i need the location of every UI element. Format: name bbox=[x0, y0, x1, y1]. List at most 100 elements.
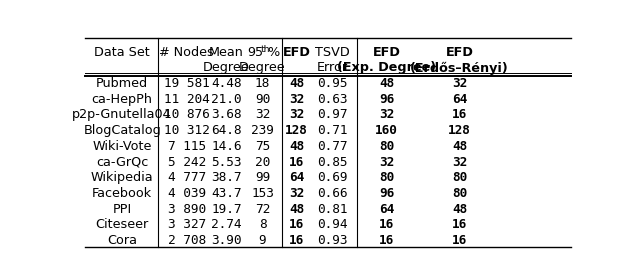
Text: 19 581: 19 581 bbox=[164, 77, 209, 90]
Text: (Exp. Degree): (Exp. Degree) bbox=[337, 61, 436, 74]
Text: 10 876: 10 876 bbox=[164, 108, 209, 121]
Text: 64: 64 bbox=[289, 171, 305, 184]
Text: 16: 16 bbox=[289, 218, 305, 231]
Text: 239: 239 bbox=[251, 124, 274, 137]
Text: # Nodes: # Nodes bbox=[159, 46, 214, 59]
Text: 90: 90 bbox=[255, 93, 270, 106]
Text: 32: 32 bbox=[289, 93, 305, 106]
Text: PPI: PPI bbox=[113, 203, 132, 216]
Text: 16: 16 bbox=[379, 218, 394, 231]
Text: 0.93: 0.93 bbox=[317, 234, 348, 247]
Text: 0.66: 0.66 bbox=[317, 187, 348, 200]
Text: 4 777: 4 777 bbox=[168, 171, 205, 184]
Text: Wiki-Vote: Wiki-Vote bbox=[92, 140, 152, 153]
Text: 0.69: 0.69 bbox=[317, 171, 348, 184]
Text: th: th bbox=[260, 45, 270, 54]
Text: 21.0: 21.0 bbox=[211, 93, 241, 106]
Text: Citeseer: Citeseer bbox=[95, 218, 148, 231]
Text: 96: 96 bbox=[379, 187, 394, 200]
Text: 4 039: 4 039 bbox=[168, 187, 205, 200]
Text: 18: 18 bbox=[255, 77, 270, 90]
Text: 0.97: 0.97 bbox=[317, 108, 348, 121]
Text: 0.71: 0.71 bbox=[317, 124, 348, 137]
Text: 72: 72 bbox=[255, 203, 270, 216]
Text: 80: 80 bbox=[379, 171, 394, 184]
Text: 3.68: 3.68 bbox=[211, 108, 241, 121]
Text: 32: 32 bbox=[289, 187, 305, 200]
Text: p2p-Gnutella04: p2p-Gnutella04 bbox=[72, 108, 172, 121]
Text: 160: 160 bbox=[375, 124, 398, 137]
Text: 16: 16 bbox=[379, 234, 394, 247]
Text: 5 242: 5 242 bbox=[168, 156, 205, 169]
Text: Error: Error bbox=[316, 61, 348, 74]
Text: 0.77: 0.77 bbox=[317, 140, 348, 153]
Text: 2 708: 2 708 bbox=[168, 234, 205, 247]
Text: 32: 32 bbox=[255, 108, 270, 121]
Text: 32: 32 bbox=[452, 156, 467, 169]
Text: 128: 128 bbox=[285, 124, 308, 137]
Text: 16: 16 bbox=[452, 234, 467, 247]
Text: 128: 128 bbox=[448, 124, 471, 137]
Text: 0.94: 0.94 bbox=[317, 218, 348, 231]
Text: 3.90: 3.90 bbox=[211, 234, 241, 247]
Text: Facebook: Facebook bbox=[92, 187, 152, 200]
Text: 3 327: 3 327 bbox=[168, 218, 205, 231]
Text: 99: 99 bbox=[255, 171, 270, 184]
Text: %: % bbox=[267, 46, 279, 59]
Text: Wikipedia: Wikipedia bbox=[91, 171, 154, 184]
Text: EFD: EFD bbox=[445, 46, 474, 59]
Text: 80: 80 bbox=[379, 140, 394, 153]
Text: 153: 153 bbox=[251, 187, 274, 200]
Text: 32: 32 bbox=[452, 77, 467, 90]
Text: ca-HepPh: ca-HepPh bbox=[92, 93, 153, 106]
Text: 64.8: 64.8 bbox=[211, 124, 241, 137]
Text: 7 115: 7 115 bbox=[168, 140, 205, 153]
Text: 10 312: 10 312 bbox=[164, 124, 209, 137]
Text: 48: 48 bbox=[452, 203, 467, 216]
Text: 48: 48 bbox=[289, 203, 305, 216]
Text: 16: 16 bbox=[289, 234, 305, 247]
Text: 95: 95 bbox=[248, 46, 264, 59]
Text: 5.53: 5.53 bbox=[211, 156, 241, 169]
Text: 48: 48 bbox=[452, 140, 467, 153]
Text: 2.74: 2.74 bbox=[211, 218, 241, 231]
Text: 32: 32 bbox=[289, 108, 305, 121]
Text: EFD: EFD bbox=[283, 46, 310, 59]
Text: 16: 16 bbox=[452, 218, 467, 231]
Text: 20: 20 bbox=[255, 156, 270, 169]
Text: 48: 48 bbox=[379, 77, 394, 90]
Text: 80: 80 bbox=[452, 171, 467, 184]
Text: 32: 32 bbox=[379, 108, 394, 121]
Text: 8: 8 bbox=[259, 218, 266, 231]
Text: 75: 75 bbox=[255, 140, 270, 153]
Text: 14.6: 14.6 bbox=[211, 140, 241, 153]
Text: EFD: EFD bbox=[372, 46, 401, 59]
Text: 43.7: 43.7 bbox=[211, 187, 241, 200]
Text: 19.7: 19.7 bbox=[211, 203, 241, 216]
Text: (Erdős–Rényi): (Erdős–Rényi) bbox=[410, 61, 509, 74]
Text: 38.7: 38.7 bbox=[211, 171, 241, 184]
Text: Cora: Cora bbox=[107, 234, 137, 247]
Text: 96: 96 bbox=[379, 93, 394, 106]
Text: 4.48: 4.48 bbox=[211, 77, 241, 90]
Text: 64: 64 bbox=[452, 93, 467, 106]
Text: Degree: Degree bbox=[239, 61, 286, 74]
Text: Pubmed: Pubmed bbox=[96, 77, 148, 90]
Text: 64: 64 bbox=[379, 203, 394, 216]
Text: ca-GrQc: ca-GrQc bbox=[96, 156, 148, 169]
Text: Degree: Degree bbox=[203, 61, 250, 74]
Text: 0.95: 0.95 bbox=[317, 77, 348, 90]
Text: 16: 16 bbox=[289, 156, 305, 169]
Text: 9: 9 bbox=[259, 234, 266, 247]
Text: BlogCatalog: BlogCatalog bbox=[83, 124, 161, 137]
Text: 11 204: 11 204 bbox=[164, 93, 209, 106]
Text: 32: 32 bbox=[379, 156, 394, 169]
Text: 0.85: 0.85 bbox=[317, 156, 348, 169]
Text: Mean: Mean bbox=[209, 46, 244, 59]
Text: 3 890: 3 890 bbox=[168, 203, 205, 216]
Text: 0.81: 0.81 bbox=[317, 203, 348, 216]
Text: 48: 48 bbox=[289, 77, 305, 90]
Text: 48: 48 bbox=[289, 140, 305, 153]
Text: 80: 80 bbox=[452, 187, 467, 200]
Text: 16: 16 bbox=[452, 108, 467, 121]
